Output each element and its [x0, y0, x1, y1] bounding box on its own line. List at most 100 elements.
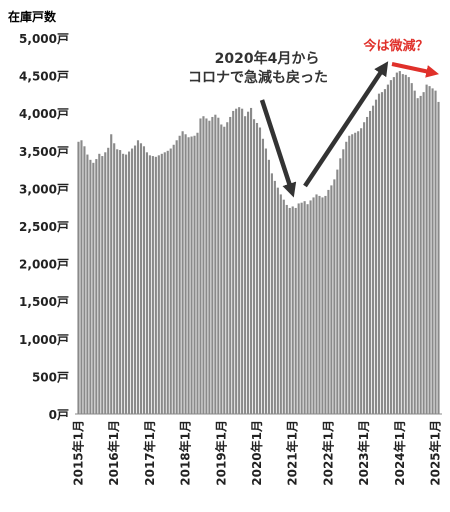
bar — [374, 99, 378, 414]
y-axis-unit-label: 在庫戸数 — [8, 9, 57, 24]
bar — [113, 143, 116, 414]
bar — [211, 116, 214, 415]
annotation-line-1: 2020年4月から — [215, 50, 320, 67]
y-tick-label: 1,000戸 — [19, 333, 69, 347]
bar — [294, 207, 297, 414]
bar — [92, 162, 95, 414]
bar — [357, 131, 360, 414]
bar — [413, 90, 416, 414]
bar — [425, 84, 428, 415]
bar — [205, 118, 208, 415]
bar — [282, 199, 285, 414]
bar — [345, 141, 348, 414]
bar — [220, 124, 223, 414]
x-tick-label: 2018年1月 — [178, 420, 193, 486]
bar — [369, 110, 372, 414]
bar — [86, 154, 89, 414]
bar — [169, 148, 172, 415]
bar — [360, 128, 363, 415]
down-arrow — [259, 99, 297, 198]
bar — [163, 152, 166, 415]
bar — [193, 135, 196, 414]
bar — [395, 72, 398, 414]
bar — [371, 105, 375, 415]
bar — [241, 108, 244, 414]
bar — [116, 149, 119, 415]
bar — [89, 159, 92, 414]
bar — [175, 140, 178, 414]
bar — [235, 108, 238, 414]
x-tick-label: 2017年1月 — [142, 420, 157, 486]
bar — [267, 159, 270, 414]
bar — [383, 89, 387, 414]
y-tick-label: 3,500戸 — [19, 145, 69, 159]
bar — [264, 148, 268, 415]
bar — [101, 156, 104, 414]
bar — [107, 147, 110, 415]
x-tick-label: 2015年1月 — [70, 420, 85, 486]
bar — [252, 119, 256, 414]
bar — [244, 116, 247, 415]
bar — [279, 194, 282, 414]
bar — [392, 77, 395, 414]
annotation-slight-decline: 今は微減？ — [362, 38, 428, 54]
bar — [404, 74, 407, 414]
bar — [136, 140, 140, 414]
bar — [318, 195, 321, 414]
bar — [410, 83, 413, 415]
bar — [348, 135, 351, 414]
bar — [342, 149, 345, 415]
bar — [142, 146, 146, 415]
bar — [416, 98, 419, 414]
bar — [154, 156, 157, 414]
bar — [80, 140, 83, 414]
bar — [181, 131, 184, 414]
bar — [312, 197, 315, 414]
y-tick-label: 2,500戸 — [19, 220, 69, 234]
x-tick-label: 2020年1月 — [249, 420, 264, 486]
bar — [309, 200, 312, 414]
bar — [187, 137, 190, 414]
slight-decline-arrow — [391, 62, 440, 78]
bar — [128, 151, 131, 415]
y-tick-label: 3,000戸 — [19, 182, 69, 196]
y-tick-label: 4,000戸 — [19, 107, 69, 121]
bar — [330, 185, 333, 414]
bars — [77, 71, 440, 415]
x-tick-label: 2023年1月 — [356, 420, 371, 486]
bar — [226, 122, 229, 414]
bar — [110, 134, 113, 414]
bar — [270, 173, 273, 414]
annotation-line-2: コロナで急減も戻った — [188, 69, 328, 86]
bar — [434, 90, 437, 414]
x-tick-label: 2022年1月 — [320, 420, 335, 486]
bar — [315, 194, 318, 414]
bar — [422, 92, 425, 414]
bar — [300, 202, 303, 414]
y-tick-label: 0戸 — [49, 408, 69, 422]
bar — [125, 154, 128, 414]
bar — [303, 201, 306, 414]
bar — [324, 195, 327, 414]
y-tick-label: 1,500戸 — [19, 295, 69, 309]
bar — [273, 180, 276, 414]
bar — [398, 71, 401, 414]
bar — [247, 111, 250, 414]
bar — [83, 146, 86, 415]
bar — [276, 187, 279, 414]
bar — [160, 153, 163, 414]
y-tick-label: 2,000戸 — [19, 258, 69, 272]
bar — [366, 116, 369, 415]
bar — [336, 169, 339, 414]
bar — [306, 204, 309, 414]
up-arrow — [303, 61, 389, 188]
bar — [229, 116, 232, 415]
bar — [321, 197, 324, 414]
bar — [238, 107, 241, 415]
bar — [184, 134, 187, 414]
bar — [258, 127, 262, 415]
bar — [380, 92, 384, 414]
y-tick-label: 500戸 — [32, 370, 69, 384]
bar — [151, 156, 154, 414]
bar — [202, 116, 205, 415]
